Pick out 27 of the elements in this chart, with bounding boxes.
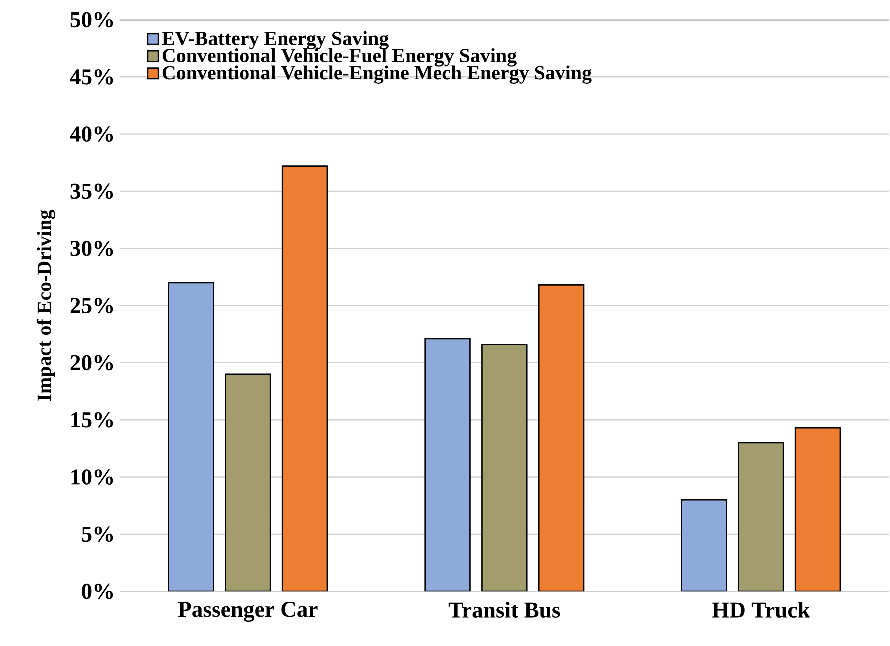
x-tick-label: HD Truck (712, 602, 810, 618)
legend-label: EV-Battery Energy Saving (162, 32, 389, 50)
bar (168, 282, 214, 592)
y-tick-label: 30% (70, 241, 114, 257)
y-tick-label: 50% (70, 12, 114, 28)
y-tick-label: 10% (72, 470, 114, 486)
y-tick-label: 5% (82, 526, 114, 542)
y-tick-label: 40% (70, 126, 114, 142)
bar (282, 166, 328, 592)
legend-label: Conventional Vehicle-Engine Mech Energy Saving (162, 66, 592, 84)
bar (681, 500, 728, 592)
y-tick-label: 35% (70, 184, 114, 200)
y-tick-label: 0% (82, 584, 114, 600)
y-tick-label: 25% (70, 298, 114, 314)
y-tick-label: 20% (70, 355, 114, 371)
bar (424, 338, 471, 592)
bar (538, 284, 585, 592)
y-tick-label: 15% (72, 412, 114, 428)
y-tick-label: 45% (70, 70, 114, 86)
y-axis-title: Impact of Eco-Driving (36, 210, 56, 402)
bar (738, 442, 784, 592)
bar (225, 374, 272, 592)
x-tick-label: Passenger Car (178, 602, 318, 622)
x-tick-label: Transit Bus (448, 602, 560, 618)
bar (482, 344, 528, 592)
bar (794, 428, 842, 592)
legend-label: Conventional Vehicle-Fuel Energy Saving (162, 48, 517, 67)
